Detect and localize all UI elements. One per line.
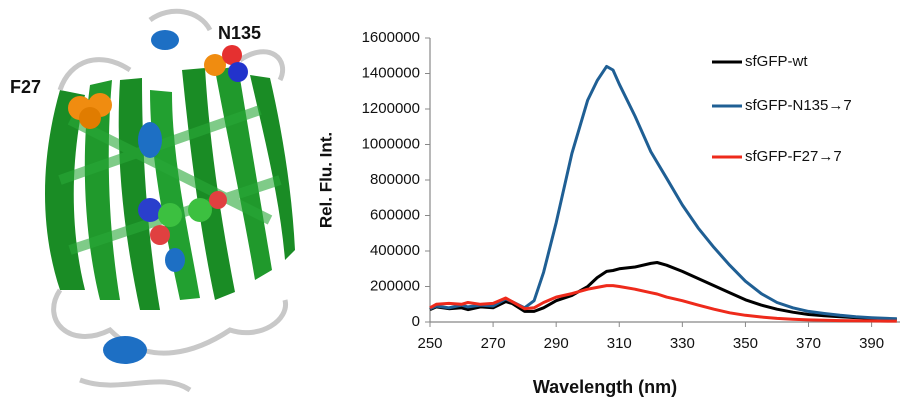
y-tick-label: 400000 xyxy=(370,242,420,259)
helix xyxy=(165,248,185,272)
legend-label: sfGFP-wt xyxy=(745,53,808,70)
atom xyxy=(150,225,170,245)
atom xyxy=(158,203,182,227)
data-line xyxy=(430,263,897,320)
x-tick-label: 350 xyxy=(733,335,758,352)
atom xyxy=(138,198,162,222)
helix xyxy=(138,122,162,158)
y-tick-label: 1200000 xyxy=(362,100,420,117)
x-tick-label: 310 xyxy=(607,335,632,352)
x-tick-label: 370 xyxy=(796,335,821,352)
helix xyxy=(103,336,147,364)
y-tick-label: 200000 xyxy=(370,277,420,294)
legend-label: sfGFP-F27→7 xyxy=(745,148,842,165)
legend-label: sfGFP-N135→7 xyxy=(745,97,852,114)
residue-label: F27 xyxy=(10,77,41,97)
figure: F27 N135 Wavelength (nm) Rel. Flu. Int. … xyxy=(0,0,901,400)
x-tick-label: 390 xyxy=(859,335,884,352)
atom xyxy=(188,198,212,222)
y-tick-label: 0 xyxy=(412,313,420,330)
x-tick-label: 250 xyxy=(417,335,442,352)
x-axis-title: Wavelength (nm) xyxy=(533,377,677,397)
protein-structure: F27 N135 xyxy=(10,11,295,390)
atom xyxy=(79,107,101,129)
residue-label: N135 xyxy=(218,23,261,43)
y-tick-label: 800000 xyxy=(370,171,420,188)
y-tick-label: 1000000 xyxy=(362,135,420,152)
y-tick-label: 1600000 xyxy=(362,29,420,46)
x-tick-label: 290 xyxy=(544,335,569,352)
y-axis-title: Rel. Flu. Int. xyxy=(316,132,335,228)
atom xyxy=(209,191,227,209)
y-tick-label: 600000 xyxy=(370,206,420,223)
page: F27 N135 Wavelength (nm) Rel. Flu. Int. … xyxy=(0,0,901,400)
helix xyxy=(151,30,179,50)
atom xyxy=(222,45,242,65)
x-tick-label: 330 xyxy=(670,335,695,352)
atom xyxy=(228,62,248,82)
y-tick-label: 1400000 xyxy=(362,64,420,81)
x-tick-label: 270 xyxy=(481,335,506,352)
